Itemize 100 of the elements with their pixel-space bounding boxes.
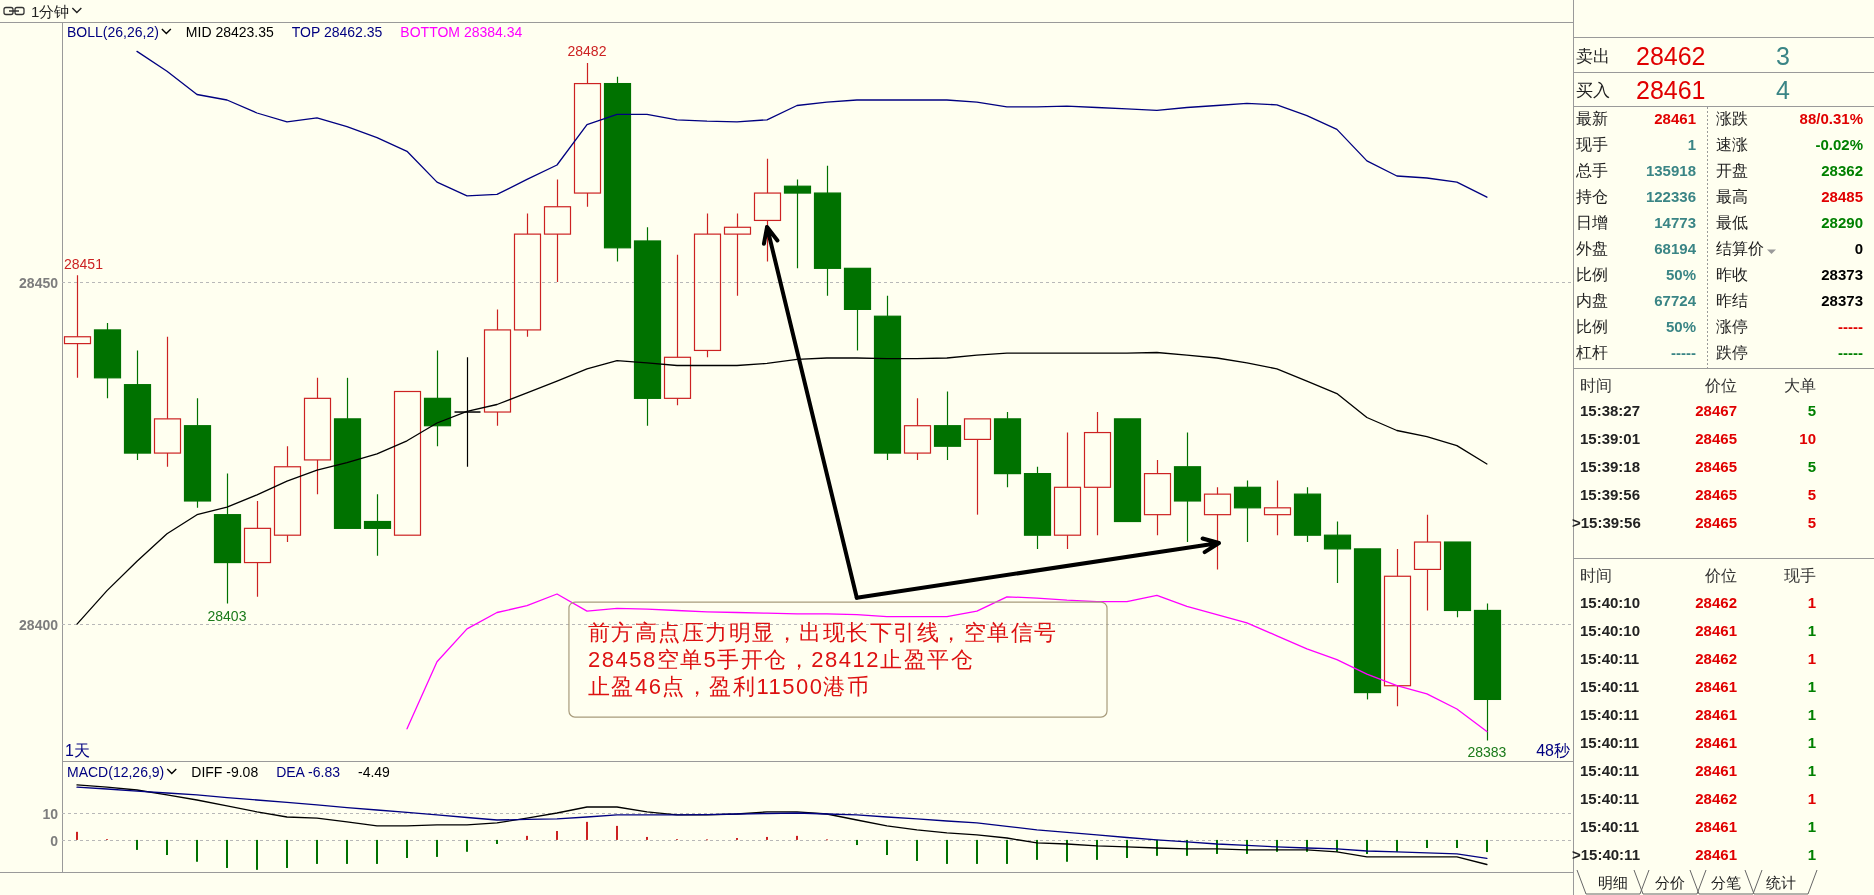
text: ----- xyxy=(1671,344,1696,362)
bar xyxy=(916,839,918,861)
text: 50% xyxy=(1665,266,1696,284)
text: 48秒 xyxy=(1536,741,1570,759)
text: 1 xyxy=(1807,621,1816,639)
text: 杠杆 xyxy=(1575,344,1608,362)
text: 1 xyxy=(1687,135,1696,153)
text: 15:40:11 xyxy=(1580,789,1640,807)
annotation: 止盈46点，盈利11500港币 xyxy=(587,673,871,699)
bar xyxy=(856,839,858,846)
text: 28462 xyxy=(1695,593,1737,611)
bar xyxy=(496,839,498,844)
text: 最低 xyxy=(1716,213,1748,231)
text: 5 xyxy=(1807,457,1816,475)
text: 分价 xyxy=(1655,873,1685,891)
text: 28461 xyxy=(1695,733,1737,751)
text: 最高 xyxy=(1716,187,1748,205)
series-label: DEA -6.83 xyxy=(276,764,341,780)
text: 28461 xyxy=(1695,677,1737,695)
bar xyxy=(976,839,978,864)
bar xyxy=(346,839,348,864)
text: 日增 xyxy=(1576,213,1608,231)
bar xyxy=(136,839,138,850)
text: 15:40:10 xyxy=(1580,621,1641,639)
text: 28290 xyxy=(1821,213,1863,231)
bar xyxy=(466,839,468,852)
text: 最新 xyxy=(1576,109,1608,127)
bar xyxy=(1036,839,1038,860)
text: ----- xyxy=(1838,344,1863,362)
text: 15:40:11 xyxy=(1580,649,1640,667)
annotation: 1天 xyxy=(65,741,90,759)
text: 0 xyxy=(1854,240,1863,257)
text: 1 xyxy=(1807,845,1816,863)
legend-label: DIFF -9.08 xyxy=(191,764,259,780)
bar xyxy=(406,839,408,858)
text: 15:39:01 xyxy=(1580,429,1641,447)
text: 结算价 xyxy=(1716,240,1764,257)
text: 价位 xyxy=(1704,566,1737,584)
bar xyxy=(796,835,798,840)
bar xyxy=(1006,839,1008,864)
text: 28461 xyxy=(1695,705,1737,723)
legend-title: MACD(12,26,9) xyxy=(67,764,165,780)
text: 持仓 xyxy=(1576,187,1608,205)
text: 50% xyxy=(1665,318,1696,336)
annotation: 28458空单5手开仓，28412止盈平仓 xyxy=(587,646,975,672)
text: 统计 xyxy=(1766,873,1796,891)
bar xyxy=(1456,839,1458,849)
text: -0.02% xyxy=(1815,135,1863,153)
text: 28485 xyxy=(1821,187,1863,205)
text: 15:38:27 xyxy=(1580,401,1641,419)
text: 跌停 xyxy=(1716,344,1748,362)
text: >15:40:11 xyxy=(1572,845,1640,863)
text: 28461 xyxy=(1695,621,1737,639)
text: 15:40:10 xyxy=(1580,593,1641,611)
text: TOP 28462.35 xyxy=(291,24,383,40)
text: 10 xyxy=(1799,429,1816,447)
text: 28461 xyxy=(1654,109,1696,127)
text: >15:39:56 xyxy=(1572,513,1641,531)
annotation: 28403 xyxy=(207,607,247,624)
text: 1 xyxy=(1807,649,1816,667)
bar xyxy=(1486,839,1488,853)
y-tick-label: 0 xyxy=(50,832,59,849)
text: 28461 xyxy=(1695,761,1737,779)
bar xyxy=(1096,839,1098,860)
text: 涨跌 xyxy=(1716,109,1748,127)
text: 67724 xyxy=(1654,292,1697,310)
text: 明细 xyxy=(1598,873,1628,891)
bar xyxy=(376,839,378,864)
bar xyxy=(1396,839,1398,852)
chart-title: 1分钟 xyxy=(31,2,70,20)
text: 68194 xyxy=(1654,240,1697,257)
bar xyxy=(226,839,228,868)
text: 15:40:11 xyxy=(1580,761,1640,779)
bar xyxy=(436,839,438,857)
annotation: 28451 xyxy=(64,256,104,273)
legend-title: BOLL(26,26,2) xyxy=(67,24,159,40)
annotation: 28383 xyxy=(1467,744,1507,761)
annotation: 28482 xyxy=(567,43,607,60)
text: 1 xyxy=(1807,761,1816,779)
y-tick-label: 28450 xyxy=(19,274,59,291)
bar xyxy=(76,831,78,840)
text: 内盘 xyxy=(1576,292,1608,310)
text: 15:39:18 xyxy=(1580,457,1641,475)
bar xyxy=(1066,839,1068,862)
bar xyxy=(196,839,198,862)
text: 速涨 xyxy=(1716,135,1748,153)
text: 15:40:11 xyxy=(1580,677,1640,695)
legend-label: MID 28423.35 xyxy=(185,24,274,40)
text: 5 xyxy=(1807,485,1816,503)
bar xyxy=(526,835,528,840)
text: 1 xyxy=(1807,677,1816,695)
text: 28465 xyxy=(1695,429,1737,447)
text: 涨停 xyxy=(1716,318,1748,336)
bar xyxy=(316,839,318,864)
text: 时间 xyxy=(1580,376,1612,394)
text: 28465 xyxy=(1695,513,1737,531)
text: 1 xyxy=(1807,593,1816,611)
text: 现手 xyxy=(1576,135,1608,153)
bar xyxy=(1426,839,1428,849)
text: 15:40:11 xyxy=(1580,817,1640,835)
